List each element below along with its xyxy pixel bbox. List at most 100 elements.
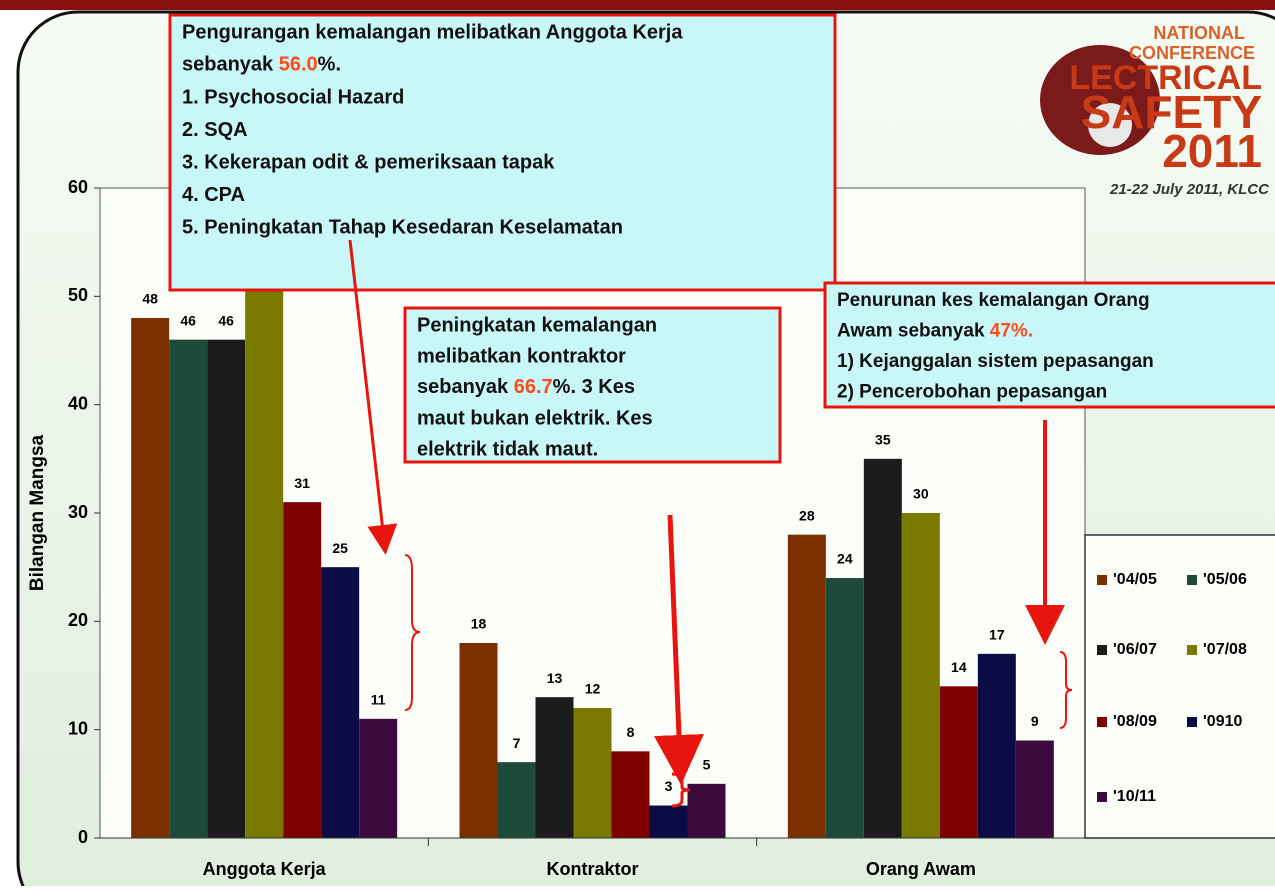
annotation-line: 5. Peningkatan Tahap Kesedaran Keselamat… <box>182 216 623 238</box>
bar <box>611 751 650 838</box>
brace <box>1059 651 1073 729</box>
y-tick-label: 30 <box>68 502 88 522</box>
y-tick-label: 20 <box>68 610 88 630</box>
data-label: 17 <box>989 627 1005 643</box>
legend-label: '07/08 <box>1203 641 1247 658</box>
y-tick-label: 10 <box>68 718 88 738</box>
annotation-line: melibatkan kontraktor <box>417 345 626 367</box>
legend-label: '04/05 <box>1113 571 1157 588</box>
annotation-line: 1) Kejanggalan sistem pepasangan <box>837 351 1154 372</box>
bar <box>283 502 322 838</box>
legend-label: '08/09 <box>1113 713 1157 730</box>
data-label: 8 <box>627 724 635 740</box>
logo-text: 2011 <box>1162 125 1262 177</box>
bar <box>321 567 360 838</box>
bar <box>459 643 498 838</box>
data-label: 3 <box>665 778 673 794</box>
arrows <box>348 239 1073 808</box>
logo-text: CONFERENCE <box>1129 43 1255 63</box>
annotation-line: Penurunan kes kemalangan Orang <box>837 290 1150 311</box>
annotation-line: elektrik tidak maut. <box>417 438 598 460</box>
legend-swatch <box>1097 645 1107 655</box>
bar <box>1015 740 1054 838</box>
bar <box>573 708 612 838</box>
arrow <box>654 514 704 785</box>
bar <box>131 318 170 838</box>
arrow <box>348 239 398 555</box>
logo-text: NATIONAL <box>1153 23 1245 43</box>
legend-swatch <box>1187 717 1197 727</box>
bar <box>901 513 940 838</box>
annotation-line: 2. SQA <box>182 119 248 141</box>
y-axis-label: Bilangan Mangsa <box>27 434 48 591</box>
legend-label: '10/11 <box>1113 788 1156 805</box>
legend-label: '0910 <box>1203 713 1243 730</box>
data-label: 46 <box>218 312 234 328</box>
annotation-line: maut bukan elektrik. Kes <box>417 407 653 429</box>
bar <box>687 783 726 838</box>
brace <box>404 554 421 711</box>
bar <box>169 339 208 838</box>
annotation-line: 3. Kekerapan odit & pemeriksaan tapak <box>182 151 555 173</box>
annotation-box <box>403 306 782 464</box>
x-tick-label: Orang Awam <box>866 859 976 879</box>
annotation-line: 4. CPA <box>182 184 245 206</box>
bar <box>497 762 536 838</box>
legend-label: '06/07 <box>1113 641 1157 658</box>
data-label: 46 <box>180 312 196 328</box>
annotation-line: sebanyak 66.7%. 3 Kes <box>417 376 635 398</box>
data-label: 31 <box>294 475 310 491</box>
x-tick-label: Anggota Kerja <box>203 859 327 879</box>
data-label: 25 <box>332 540 348 556</box>
bar <box>863 458 902 838</box>
data-label: 11 <box>371 692 386 708</box>
bar <box>977 653 1016 838</box>
legend-label: '05/06 <box>1203 571 1247 588</box>
annotation-box <box>823 281 1275 409</box>
bar <box>825 578 864 838</box>
legend-swatch <box>1097 575 1107 585</box>
y-tick-label: 40 <box>68 393 88 413</box>
legend-swatch <box>1187 575 1197 585</box>
data-label: 28 <box>799 507 815 523</box>
logo-date: 21-22 July 2011, KLCC <box>1109 181 1270 198</box>
legend-swatch <box>1097 792 1107 802</box>
bar <box>649 805 688 838</box>
data-label: 30 <box>913 486 929 502</box>
annotation-line: Awam sebanyak 47%. <box>837 321 1033 342</box>
data-label: 18 <box>471 616 487 632</box>
logo-bulb <box>1088 103 1132 147</box>
data-label: 24 <box>837 551 853 567</box>
data-label: 7 <box>513 735 521 751</box>
data-label: 5 <box>703 757 711 773</box>
x-tick-label: Kontraktor <box>546 859 638 879</box>
annotation-line: sebanyak 56.0%. <box>182 54 341 76</box>
data-label: 12 <box>585 681 601 697</box>
annotation-box <box>168 13 837 292</box>
bar <box>787 534 826 838</box>
data-label: 14 <box>951 659 967 675</box>
legend-swatch <box>1097 717 1107 727</box>
data-label: 48 <box>142 291 158 307</box>
annotation-line: Pengurangan kemalangan melibatkan Anggot… <box>182 21 683 43</box>
bar <box>359 718 398 838</box>
y-tick-label: 0 <box>78 827 88 847</box>
annotation-line: Peningkatan kemalangan <box>417 314 657 336</box>
data-label: 9 <box>1031 713 1039 729</box>
bar <box>245 274 284 839</box>
bar <box>207 339 246 838</box>
data-label: 13 <box>547 670 563 686</box>
bar <box>535 697 574 838</box>
y-tick-label: 60 <box>68 177 88 197</box>
data-label: 35 <box>875 432 891 448</box>
top-strip <box>0 0 1275 10</box>
brace <box>671 772 691 808</box>
bar <box>939 686 978 838</box>
annotation-line: 2) Pencerobohan pepasangan <box>837 382 1107 403</box>
legend-box <box>1084 534 1275 839</box>
annotation-line: 1. Psychosocial Hazard <box>182 86 404 108</box>
legend-swatch <box>1187 645 1197 655</box>
logo-text: SAFETY <box>1081 86 1262 138</box>
